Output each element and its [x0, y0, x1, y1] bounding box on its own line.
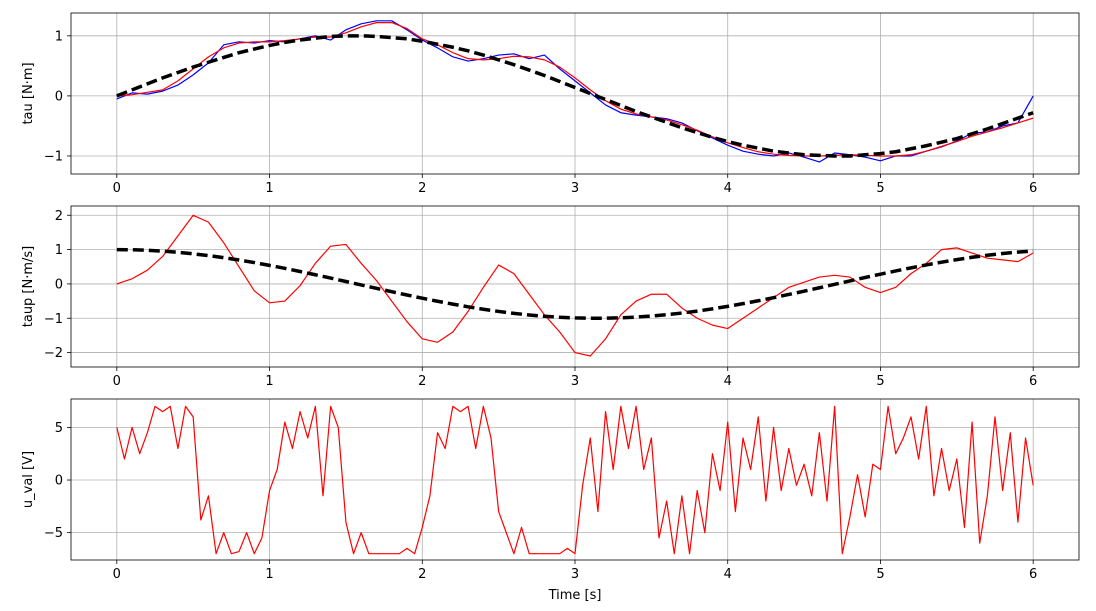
series-line: [116, 214, 1034, 357]
axes-frame: [70, 398, 1080, 561]
x-tick-label: 4: [724, 567, 732, 582]
y-axis-label: u_val [V]: [21, 451, 36, 508]
y-tick-label: 2: [55, 209, 63, 224]
x-tick-label: 4: [724, 181, 732, 196]
x-tick-label: 0: [113, 374, 121, 389]
x-tick-label: 1: [265, 567, 273, 582]
x-tick-label: 2: [418, 567, 426, 582]
x-tick-label: 0: [113, 567, 121, 582]
y-tick-label: −1: [44, 149, 63, 164]
x-tick-label: 5: [876, 374, 884, 389]
y-tick-label: 0: [55, 89, 63, 104]
x-tick-label: 6: [1029, 567, 1037, 582]
x-tick-label: 3: [571, 374, 579, 389]
x-tick-label: 0: [113, 181, 121, 196]
y-tick-label: 1: [55, 243, 63, 258]
x-tick-label: 6: [1029, 181, 1037, 196]
y-tick-label: 5: [55, 421, 63, 436]
x-tick-label: 5: [876, 181, 884, 196]
x-tick-label: 6: [1029, 374, 1037, 389]
series-line: [116, 20, 1034, 163]
y-axis-label: tau [N·m]: [21, 62, 36, 124]
series-line: [116, 247, 1034, 320]
y-axis-label: taup [N·m/s]: [21, 246, 36, 328]
x-axis-label: Time [s]: [548, 588, 602, 603]
series-line: [116, 405, 1034, 555]
x-tick-label: 3: [571, 567, 579, 582]
x-tick-label: 3: [571, 181, 579, 196]
y-tick-label: 0: [55, 474, 63, 489]
y-tick-label: 0: [55, 277, 63, 292]
x-tick-label: 2: [418, 181, 426, 196]
y-tick-label: −2: [44, 346, 63, 361]
axes-frame: [70, 205, 1080, 368]
x-tick-label: 5: [876, 567, 884, 582]
x-tick-label: 4: [724, 374, 732, 389]
series-line: [116, 34, 1034, 158]
series-line: [116, 22, 1034, 157]
y-tick-label: 1: [55, 29, 63, 44]
x-tick-label: 1: [265, 374, 273, 389]
x-tick-label: 2: [418, 374, 426, 389]
y-tick-label: −1: [44, 312, 63, 327]
y-tick-label: −5: [44, 526, 63, 541]
x-tick-label: 1: [265, 181, 273, 196]
axes-frame: [70, 12, 1080, 175]
